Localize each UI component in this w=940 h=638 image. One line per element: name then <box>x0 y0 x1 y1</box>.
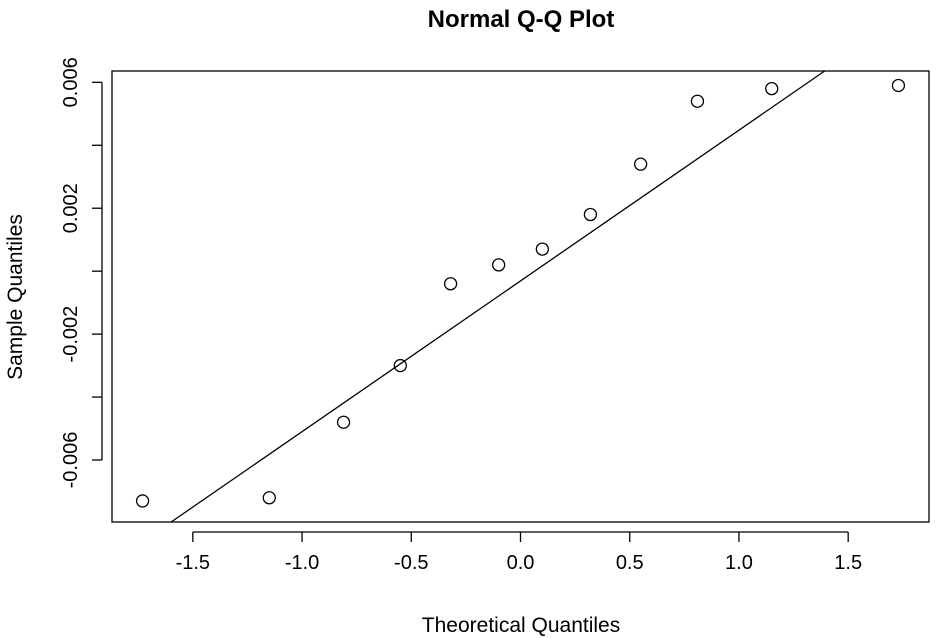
data-point <box>891 78 906 93</box>
data-point <box>443 277 458 291</box>
x-axis: -1.5 -1.0 -0.5 0.0 0.5 1.0 1.5 <box>176 531 862 574</box>
plot-frame <box>111 70 930 523</box>
x-tick-label: -0.5 <box>394 552 428 574</box>
x-tick-label: 0.5 <box>616 552 644 574</box>
data-point <box>535 242 549 256</box>
x-tick-label: 0.0 <box>507 552 535 574</box>
x-tick-label: -1.0 <box>285 552 319 574</box>
y-tick-label: 0.002 <box>60 183 82 233</box>
qq-reference-line <box>170 70 826 523</box>
x-tick-label: 1.5 <box>834 552 862 574</box>
y-tick-label: -0.002 <box>60 306 82 363</box>
x-axis-label: Theoretical Quantiles <box>422 614 620 637</box>
data-point <box>492 258 506 272</box>
data-point <box>135 494 150 508</box>
data-point <box>633 157 648 171</box>
data-point <box>262 491 276 505</box>
data-points <box>135 78 906 508</box>
data-point <box>393 358 408 373</box>
y-tick-label: -0.006 <box>60 432 82 489</box>
y-axis-label: Sample Quantiles <box>4 214 27 380</box>
chart-title: Normal Q-Q Plot <box>428 6 615 33</box>
data-point <box>336 415 351 429</box>
x-tick-label: 1.0 <box>725 552 753 574</box>
data-point <box>690 94 705 108</box>
y-axis: -0.006 -0.002 0.002 0.006 <box>60 57 103 489</box>
y-tick-label: 0.006 <box>60 57 82 107</box>
x-tick-label: -1.5 <box>176 552 210 574</box>
data-point <box>765 81 779 96</box>
data-point <box>583 207 598 222</box>
